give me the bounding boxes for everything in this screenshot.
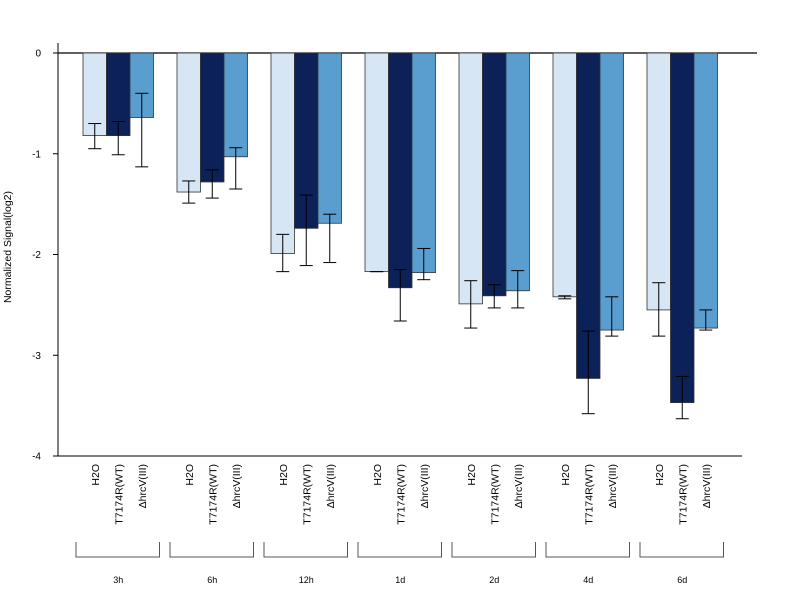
group-brackets: 3h 6h 12h 1d 2d 4d 6d	[75, 542, 724, 585]
x-category-label: H2O	[466, 464, 478, 486]
group-bracket	[639, 542, 724, 558]
x-category-labels: H2O T7174R(WT) ΔhrcV(III) H2O T7174R(WT) Δhrc…	[90, 464, 713, 525]
x-category-label: ΔhrcV(III)	[419, 464, 431, 508]
x-category-label: T7174R(WT)	[583, 464, 595, 525]
group-bracket	[169, 542, 254, 558]
group-label: 12h	[299, 575, 314, 585]
x-category-label: ΔhrcV(III)	[607, 464, 619, 508]
bar-2d-0	[458, 52, 483, 305]
y-tick-label: 0	[35, 49, 41, 60]
group-label: 4d	[583, 575, 593, 585]
y-tick-label: -2	[32, 250, 41, 261]
bar-6d-1	[670, 52, 695, 404]
bar-6h-0	[176, 52, 201, 193]
x-category-label: H2O	[184, 464, 196, 486]
bar-6h-1	[200, 52, 225, 183]
x-category-label: T7174R(WT)	[489, 464, 501, 525]
group-label: 2d	[489, 575, 499, 585]
x-category-label: T7174R(WT)	[395, 464, 407, 525]
bar-1d-2	[411, 52, 436, 274]
bar-6d-2	[693, 52, 718, 329]
group-label: 6d	[677, 575, 687, 585]
x-category-label: ΔhrcV(III)	[325, 464, 337, 508]
y-tick-label: -4	[32, 452, 41, 463]
x-category-label: T7174R(WT)	[301, 464, 313, 525]
x-category-label: ΔhrcV(III)	[701, 464, 713, 508]
group-bracket	[357, 542, 442, 558]
group-label: 6h	[207, 575, 217, 585]
x-category-label: H2O	[90, 464, 102, 486]
x-category-label: ΔhrcV(III)	[513, 464, 525, 508]
bar-6h-2	[223, 52, 248, 158]
y-tick-label: -3	[32, 351, 41, 362]
bar-4d-0	[552, 52, 577, 298]
bar-2d-1	[482, 52, 507, 297]
bar-4d-2	[599, 52, 624, 331]
x-category-label: H2O	[560, 464, 572, 486]
group-bracket	[451, 542, 536, 558]
x-category-label: H2O	[372, 464, 384, 486]
bar-12h-2	[317, 52, 342, 224]
x-category-label: T7174R(WT)	[207, 464, 219, 525]
x-category-label: ΔhrcV(III)	[231, 464, 243, 508]
x-category-label: T7174R(WT)	[677, 464, 689, 525]
x-category-label: T7174R(WT)	[113, 464, 125, 525]
bar-4d-1	[576, 52, 601, 379]
bar-6d-0	[646, 52, 671, 311]
bar-2d-2	[505, 52, 530, 292]
group-bracket	[545, 542, 630, 558]
x-category-label: H2O	[278, 464, 290, 486]
bar-12h-0	[270, 52, 295, 254]
group-label: 3h	[113, 575, 123, 585]
error-bars	[88, 92, 713, 420]
x-category-label: ΔhrcV(III)	[137, 464, 149, 508]
bars	[82, 52, 718, 404]
group-label: 1d	[395, 575, 405, 585]
bar-1d-1	[388, 52, 413, 289]
group-bracket	[263, 542, 348, 558]
y-axis-label: Normalized Signal(log2)	[2, 191, 14, 303]
y-tick-label: -1	[32, 149, 41, 160]
x-category-label: H2O	[654, 464, 666, 486]
bar-1d-0	[364, 52, 389, 273]
group-bracket	[75, 542, 160, 558]
